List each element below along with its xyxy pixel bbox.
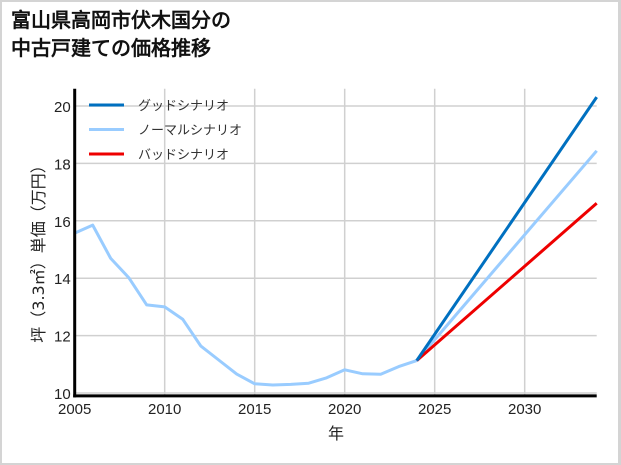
y-tick-label: 10 xyxy=(54,386,71,403)
y-tick-label: 16 xyxy=(54,214,71,231)
x-tick-label: 2005 xyxy=(58,401,91,418)
y-axis-label: 坪（3.3㎡）単価（万円） xyxy=(29,157,48,342)
series-line-scenario-3 xyxy=(415,202,598,362)
chart-title: 富山県高岡市伏木国分の 中古戸建ての価格推移 xyxy=(11,6,231,62)
series-line-scenario-2 xyxy=(415,149,598,362)
x-tick-label: 2010 xyxy=(148,401,181,418)
y-tick-label: 18 xyxy=(54,156,71,173)
chart-title-line1: 富山県高岡市伏木国分の xyxy=(11,8,231,32)
x-axis-label: 年 xyxy=(328,424,344,443)
axes xyxy=(73,88,597,398)
x-tick-label: 2020 xyxy=(328,401,361,418)
x-tick-label: 2015 xyxy=(238,401,271,418)
x-tick-label: 2025 xyxy=(418,401,451,418)
x-tick-label: 2030 xyxy=(508,401,541,418)
series-line-history xyxy=(74,223,418,387)
series-line-scenario-1 xyxy=(415,96,598,362)
y-tick-label: 12 xyxy=(54,329,71,346)
chart-title-line2: 中古戸建ての価格推移 xyxy=(11,36,211,60)
legend-label: ノーマルシナリオ xyxy=(138,124,242,139)
data-series xyxy=(74,96,598,387)
y-tick-label: 20 xyxy=(54,99,71,116)
legend-label: グッドシナリオ xyxy=(138,99,229,114)
legend-label: バッドシナリオ xyxy=(138,148,229,163)
y-tick-label: 14 xyxy=(54,271,71,288)
tick-labels: 2005 2010 2015 2020 2025 2030 10 12 14 16 18 20 xyxy=(54,99,541,418)
